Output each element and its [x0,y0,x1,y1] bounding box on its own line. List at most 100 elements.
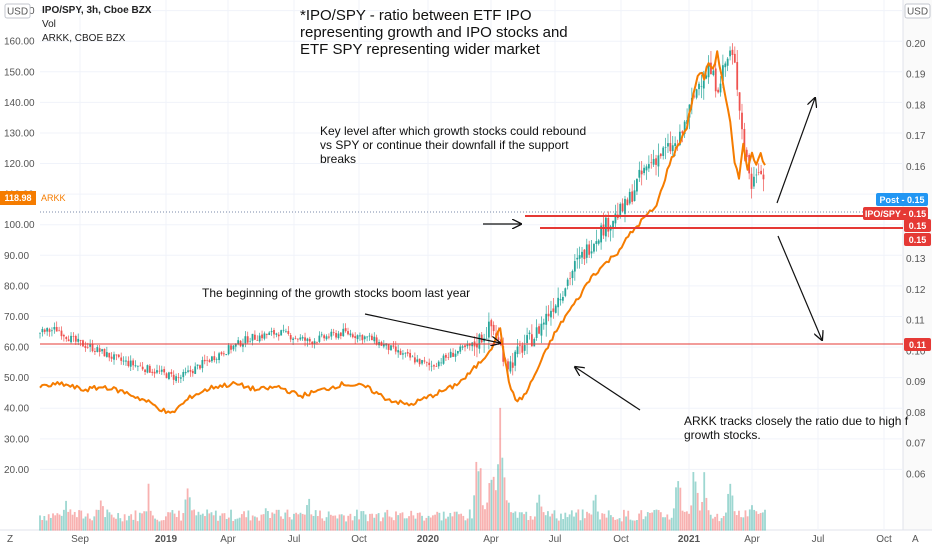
volume-bar [629,519,632,531]
volume-bar [43,516,46,531]
right-currency-box[interactable] [904,3,931,19]
volume-bar [58,514,61,531]
volume-bar [97,509,100,531]
candle-body [179,377,182,379]
boom-annotation[interactable]: The beginning of the growth stocks boom … [202,286,470,300]
volume-bar [510,512,512,531]
candle-body [700,85,703,87]
left-tick-label: 160.00 [4,37,35,48]
volume-bar [618,518,621,531]
volume-bar [742,517,745,531]
arkk-tracks-annotation[interactable]: ARKK tracks closely the ratio due to hig… [684,414,909,442]
z-button[interactable]: Z [7,534,13,545]
candle-body [304,337,306,341]
volume-bar [560,513,562,531]
volume-bar [310,514,313,531]
candle-body [741,112,743,130]
volume-bar [349,513,352,531]
candle-body [330,331,333,337]
volume-bar [108,512,111,531]
left-tick-label: 140.00 [4,98,35,109]
candle-body [65,337,68,339]
volume-bar [753,509,756,531]
volume-bar [388,516,391,531]
candle-body [490,320,493,327]
volume-bar [477,471,480,531]
key-level-annotation[interactable]: Key level after which growth stocks coul… [320,124,586,166]
right-tick-label: 0.08 [906,408,926,419]
candle-body [509,361,512,372]
candle-body [306,338,309,342]
candle-body [62,335,65,337]
arrow-rebound-up[interactable] [776,98,815,204]
arrow-to-arkk[interactable] [575,367,641,411]
auto-scale-button[interactable]: A [912,534,919,545]
volume-bar [54,515,57,531]
candle-body [125,360,127,362]
candle-body [246,336,249,343]
right-axis-ticks: 0.200.190.180.170.160.150.140.130.120.11… [906,39,926,480]
volume-bar [251,515,254,531]
volume-bar [182,513,185,531]
right-tick-label: 0.09 [906,377,926,388]
volume-bar [633,520,636,531]
volume-legend[interactable]: Vol [42,19,56,30]
arrow-downfall[interactable] [777,235,822,340]
volume-bar [408,516,410,531]
candle-body [466,344,469,347]
volume-bar [729,483,732,531]
candle-body [101,349,103,352]
volume-bar [505,500,508,531]
candle-body [540,323,543,336]
candle-body [392,345,395,347]
volume-bar [712,518,714,531]
right-tick-label: 0.18 [906,100,926,111]
right-axis-pane[interactable] [903,0,932,530]
volume-bar [321,518,324,531]
volume-bar [685,511,688,531]
candle-body [79,339,82,341]
candle-body [430,365,433,367]
candle-body [507,361,509,370]
left-tick-label: 60.00 [4,343,29,354]
volume-bar [125,520,128,531]
symbol-legend[interactable]: IPO/SPY, 3h, Cboe BZX [42,5,152,16]
right-tick-label: 0.17 [906,131,926,142]
volume-bar [659,512,662,531]
volume-bar [620,521,623,531]
volume-bar [167,512,169,531]
volume-bar [299,512,302,531]
volume-bar [425,517,428,531]
candle-body [456,350,459,354]
volume-bar [464,520,467,531]
volume-bar [84,516,87,531]
candle-body [745,149,748,158]
level-badge-3-label: 0.11 [909,340,926,350]
ipo-spy-badge [863,207,928,220]
volume-bar [212,515,215,531]
candle-body [583,249,586,260]
volume-bar [115,518,117,531]
candle-body [211,356,213,362]
candle-body [750,173,753,189]
volume-bar [314,510,317,531]
volume-bar [236,518,239,531]
volume-bar [395,511,397,531]
candle-body [428,362,431,366]
compare-legend[interactable]: ARKK, CBOE BZX [42,33,126,44]
arrow-to-boom-start[interactable] [364,313,500,343]
candle-body [206,360,209,361]
title-annotation[interactable]: *IPO/SPY - ratio between ETF IPO represen… [300,7,568,58]
volume-bar [384,512,387,531]
volume-bar [596,511,599,531]
candle-body [445,354,447,358]
candle-body [277,334,280,337]
time-tick-label: 2019 [155,534,178,545]
volume-bar [156,519,159,531]
left-currency-box[interactable] [4,3,31,19]
candle-body [624,198,626,214]
volume-bar [258,520,261,531]
candle-body [172,374,175,380]
